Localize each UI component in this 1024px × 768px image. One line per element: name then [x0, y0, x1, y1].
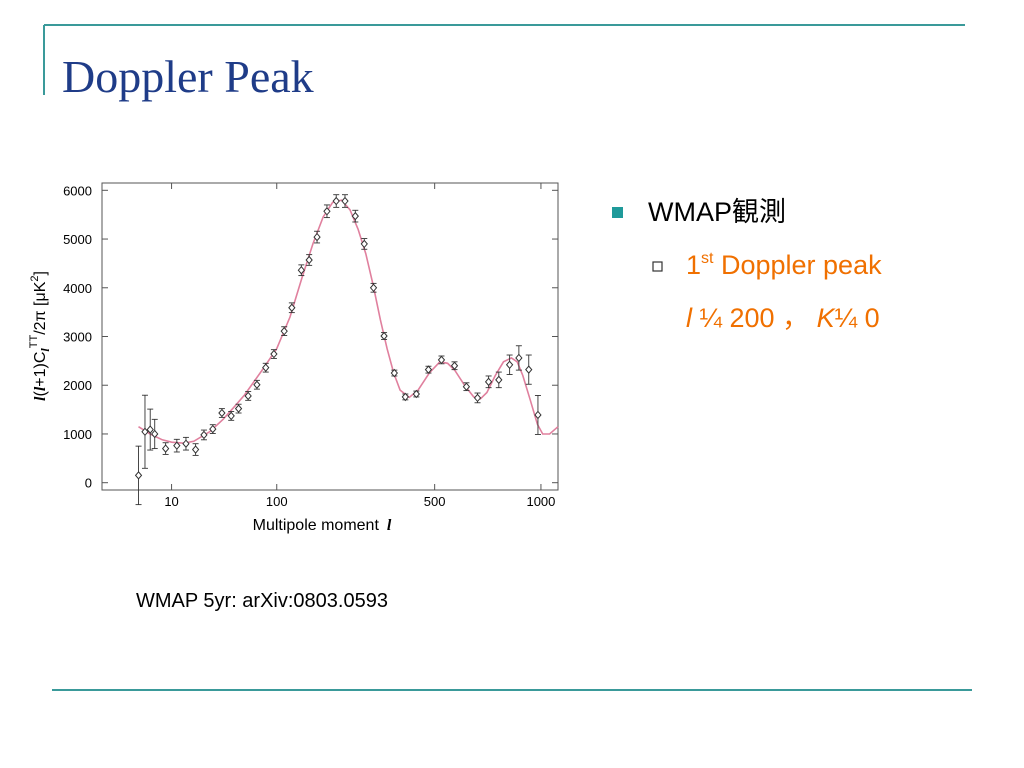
data-point	[200, 430, 208, 440]
data-point	[288, 303, 296, 313]
data-point	[262, 363, 270, 372]
data-point	[297, 265, 306, 275]
data-point	[173, 441, 181, 450]
y-label-part: (	[32, 391, 49, 397]
data-point	[515, 353, 523, 363]
sub-bullet: l ¼ 200 ， K¼ 0	[686, 303, 880, 333]
data-point	[234, 404, 243, 413]
y-tick-label: 5000	[63, 232, 92, 247]
y-tick-label: 1000	[63, 427, 92, 442]
data-point	[332, 196, 340, 206]
data-point	[369, 283, 378, 293]
x-axis-label: Multipole moment l	[253, 517, 392, 534]
data-point	[473, 393, 482, 403]
data-point	[380, 331, 388, 341]
text-part: ¼ 0	[835, 303, 880, 333]
data-point	[462, 382, 471, 391]
data-point	[227, 411, 235, 421]
y-tick-label: 0	[85, 476, 92, 491]
text-part: Multipole moment	[253, 517, 380, 534]
data-point	[313, 232, 321, 242]
plot-frame	[101, 182, 559, 491]
data-point	[191, 445, 200, 454]
data-point	[450, 361, 459, 371]
text-part: l	[686, 303, 693, 333]
bullet: WMAP観測	[648, 197, 786, 227]
data-point	[270, 349, 278, 359]
y-tick-label: 2000	[63, 378, 92, 393]
data-point	[323, 206, 331, 216]
text-part: Doppler peak	[713, 250, 882, 280]
data-point	[495, 375, 503, 385]
text-part: 1	[686, 250, 701, 280]
data-point	[253, 380, 261, 390]
data-point	[141, 427, 149, 437]
data-point	[412, 389, 421, 399]
y-label-part: TT	[28, 335, 40, 349]
data-point	[525, 365, 533, 374]
superscript: st	[701, 250, 714, 267]
chart: 0 1000 2000 3000 4000 5000 6000 10 100 500 1000 Mul…	[28, 182, 559, 534]
data-point	[484, 377, 493, 387]
data-point	[390, 368, 399, 378]
model-curve	[138, 199, 559, 445]
y-label-part: l	[32, 386, 49, 391]
x-tick-label: 1000	[526, 494, 555, 509]
data-point	[305, 255, 313, 265]
data-point	[218, 408, 226, 418]
data-point	[360, 239, 368, 249]
data-point	[351, 211, 359, 221]
y-tick-label: 3000	[63, 330, 92, 345]
y-label-part: l	[38, 348, 52, 352]
text-part: K	[817, 303, 836, 333]
data-point	[534, 410, 542, 420]
data-point	[244, 391, 252, 401]
x-tick-label: 10	[164, 494, 178, 509]
y-label-part: l	[32, 396, 49, 401]
data-point	[182, 439, 190, 448]
data-point	[280, 326, 288, 336]
data-point	[134, 471, 143, 480]
data-point	[341, 196, 349, 206]
x-tick-label: 500	[424, 494, 446, 509]
data-point	[151, 429, 159, 439]
data-point	[209, 424, 217, 434]
data-point	[146, 425, 154, 434]
y-label-part: +1)C	[32, 352, 49, 387]
y-tick-label: 6000	[63, 183, 92, 198]
x-tick-label: 100	[266, 494, 288, 509]
y-tick-label: 4000	[63, 281, 92, 296]
caption: WMAP 5yr: arXiv:0803.0593	[136, 590, 388, 612]
text-part: l	[387, 517, 392, 534]
data-point	[401, 392, 409, 402]
data-point	[505, 360, 514, 370]
data-point	[424, 365, 433, 374]
data-point	[437, 355, 446, 365]
y-label-part: /2π [μK	[32, 281, 49, 334]
y-axis-label: l(l+1)ClTT/2π [μK2]	[28, 271, 52, 401]
y-label-part: ]	[32, 271, 49, 275]
text-part: ¼ 200 ，	[692, 303, 817, 333]
bullet-marker	[612, 207, 623, 218]
sub-bullet-marker	[652, 261, 663, 272]
slide-title: Doppler Peak	[62, 51, 314, 102]
sub-bullet: 1st Doppler peak	[686, 250, 882, 280]
data-point	[161, 444, 170, 453]
y-label-part: 2	[29, 276, 41, 282]
